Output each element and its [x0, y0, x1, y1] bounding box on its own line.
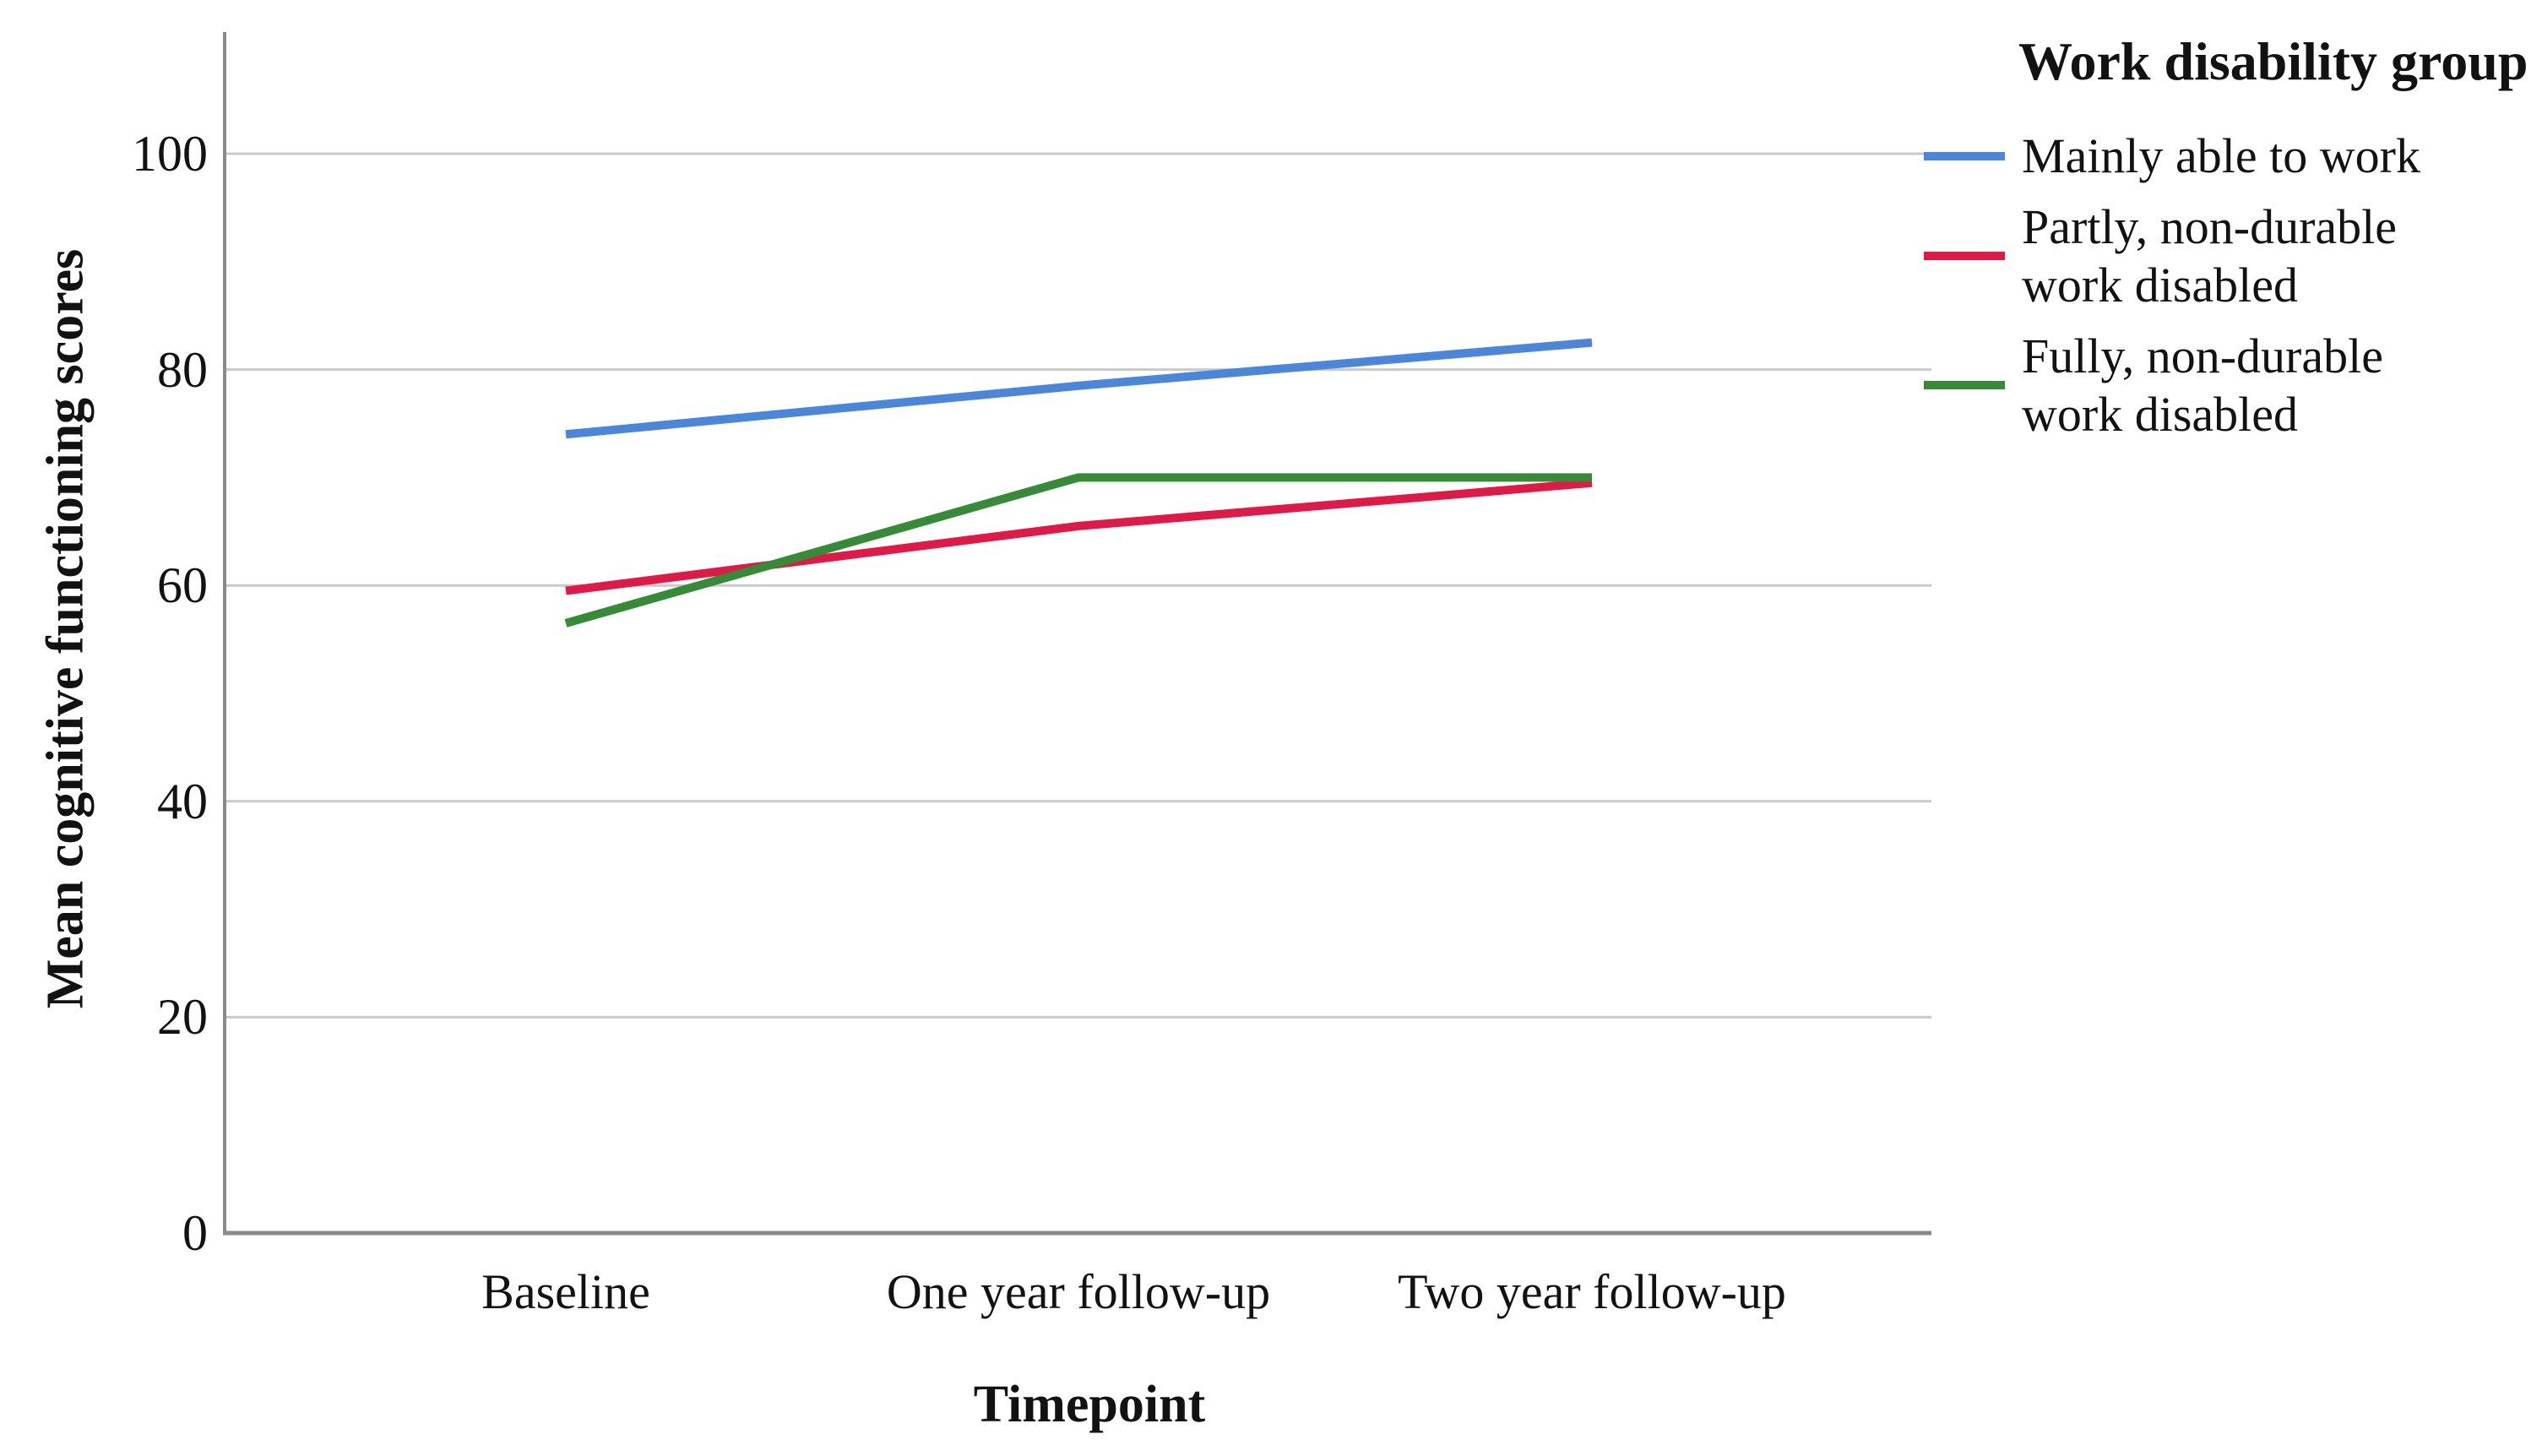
x-axis-title: Timepoint: [973, 1376, 1206, 1433]
x-tick-label: Baseline: [481, 1264, 650, 1319]
x-tick-label: One year follow-up: [886, 1264, 1271, 1319]
y-tick-label: 80: [157, 341, 208, 398]
y-tick-label: 20: [157, 989, 208, 1046]
y-tick-label: 40: [157, 773, 208, 829]
series-line-mainly-able-to-work: [565, 338, 1593, 439]
series-lines: [564, 338, 1593, 627]
legend-swatch: [1924, 381, 2005, 390]
legend-swatch: [1924, 252, 2005, 261]
legend-entry: Partly, non-durable work disabled: [1924, 198, 2540, 315]
series-line-fully-non-durable-work-disabled: [564, 473, 1592, 627]
y-tick-label: 0: [182, 1205, 208, 1261]
legend: Work disability group Mainly able to wor…: [1924, 30, 2540, 456]
x-tick-label: Two year follow-up: [1398, 1264, 1786, 1319]
y-axis-title: Mean cognitive functioning scores: [36, 248, 95, 1009]
legend-entries: Mainly able to work Partly, non-durable w…: [1924, 127, 2540, 444]
y-tick-label: 60: [157, 557, 208, 614]
legend-entry: Fully, non-durable work disabled: [1924, 327, 2540, 444]
legend-label: Partly, non-durable work disabled: [2022, 198, 2398, 313]
y-tick-label: 100: [132, 126, 208, 182]
series-line-partly-non-durable-work-disabled: [565, 478, 1593, 595]
gridlines: [225, 152, 1931, 1019]
legend-label: Fully, non-durable work disabled: [2022, 328, 2383, 443]
legend-title: Work disability group: [2018, 31, 2528, 91]
legend-entry: Mainly able to work: [1924, 127, 2540, 186]
legend-label: Mainly able to work: [2022, 128, 2420, 183]
legend-swatch: [1924, 151, 2005, 160]
